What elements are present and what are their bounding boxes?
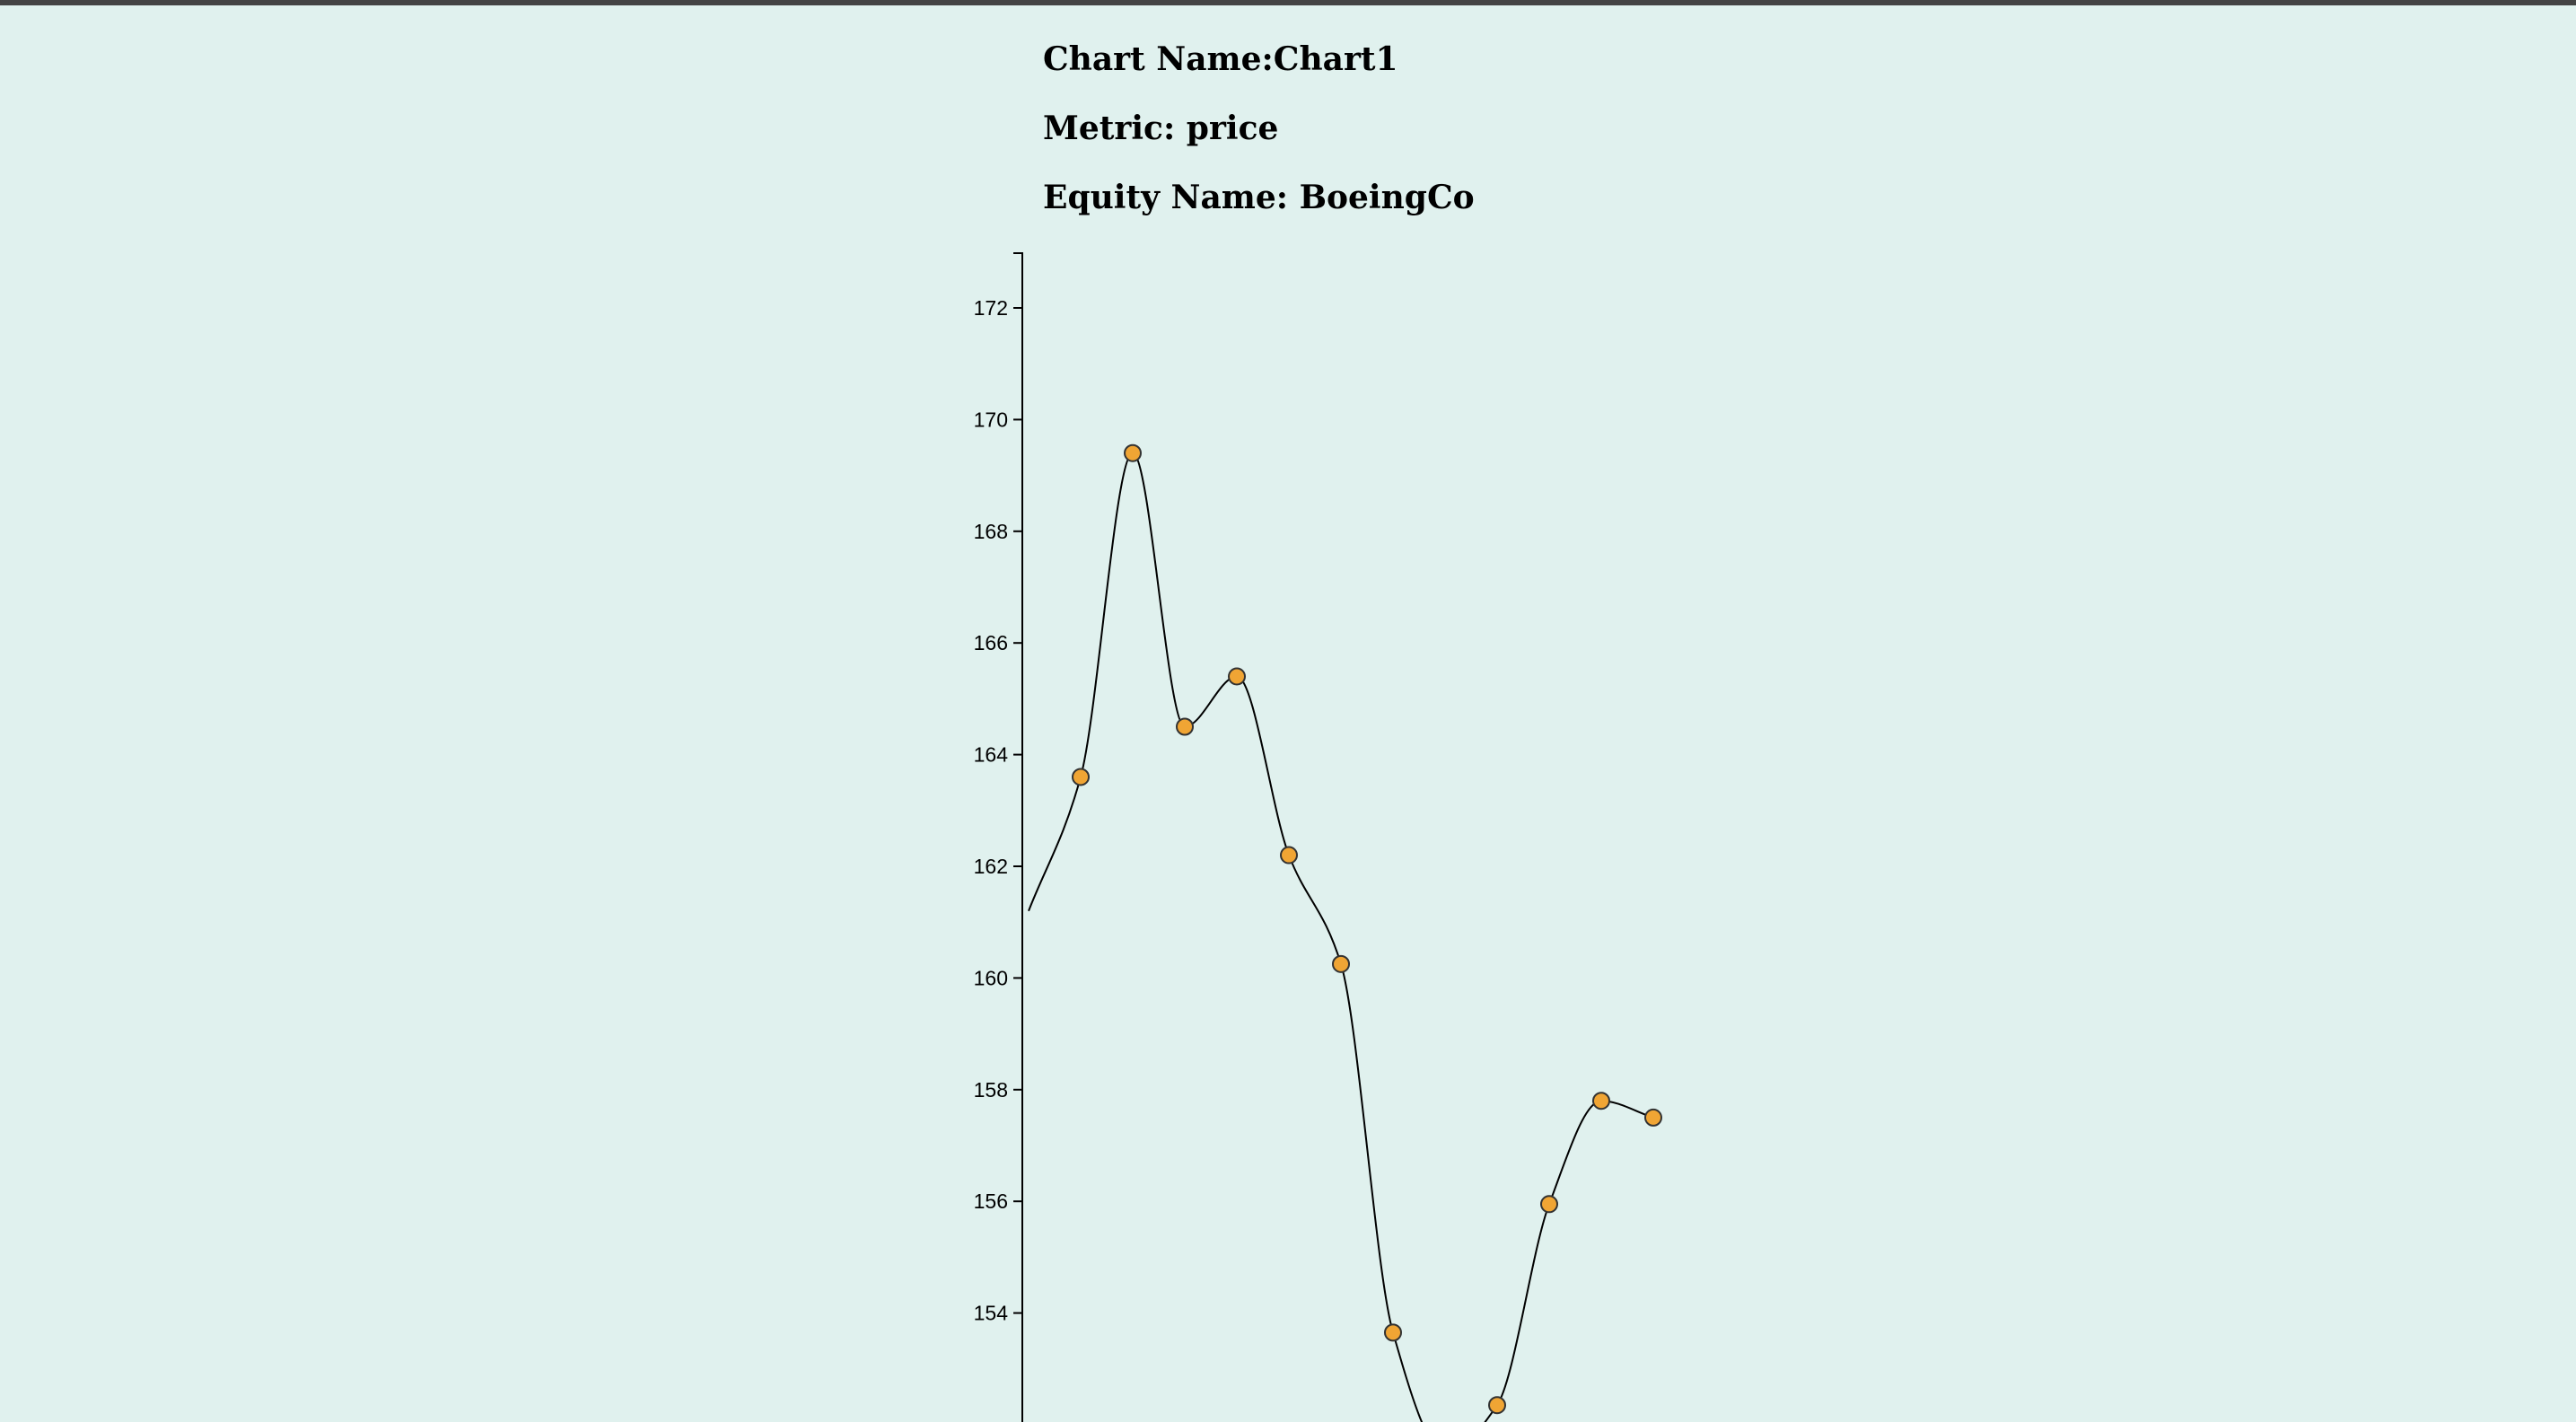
data-point[interactable] [1176, 717, 1194, 736]
equity-name-heading: Equity Name: BoeingCo [1043, 179, 1475, 216]
y-tick-label: 164 [974, 743, 1009, 767]
data-point[interactable] [1072, 768, 1090, 786]
data-points [1072, 443, 1662, 1415]
y-tick-label: 172 [974, 296, 1008, 320]
y-tick-label: 166 [974, 631, 1008, 654]
data-point[interactable] [1124, 443, 1142, 462]
metric-heading: Metric: price [1043, 110, 1279, 147]
y-tick-label: 160 [974, 966, 1008, 989]
data-point[interactable] [1540, 1195, 1558, 1214]
chart-name-heading: Chart Name:Chart1 [1043, 40, 1398, 78]
y-tick-label: 168 [974, 520, 1008, 543]
data-point[interactable] [1280, 846, 1298, 865]
data-point[interactable] [1488, 1396, 1506, 1415]
y-axis-line [1013, 252, 1023, 1422]
data-point[interactable] [1592, 1092, 1610, 1110]
data-point[interactable] [1644, 1108, 1662, 1127]
y-tick-label: 156 [974, 1189, 1008, 1213]
data-point[interactable] [1332, 954, 1350, 973]
y-tick-label: 162 [974, 855, 1008, 878]
price-series-line [1028, 452, 1654, 1422]
data-point[interactable] [1384, 1323, 1402, 1342]
y-tick-label: 154 [974, 1302, 1009, 1325]
y-tick-label: 170 [974, 408, 1008, 431]
data-point[interactable] [1228, 667, 1246, 686]
y-tick-label: 158 [974, 1078, 1008, 1102]
window-top-bar [0, 0, 2576, 5]
y-axis: 154 156 158 160 162 164 166 168 170 172 [974, 252, 1023, 1422]
